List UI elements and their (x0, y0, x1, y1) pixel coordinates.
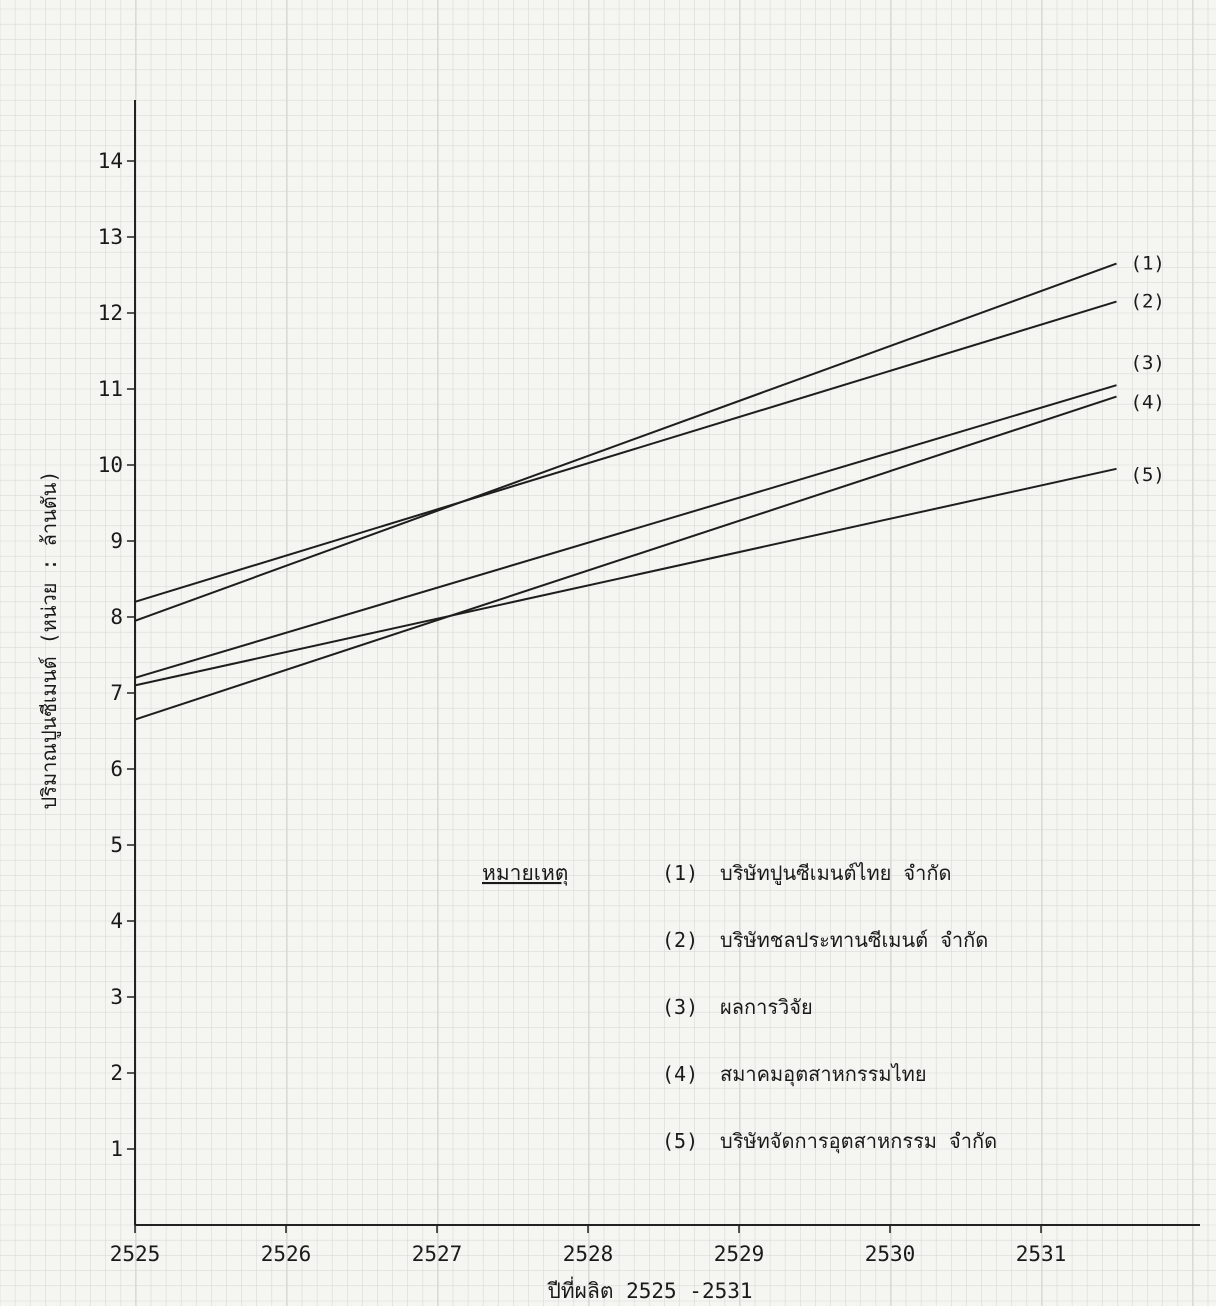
legend-entry-text: บริษัทปูนซีเมนต์ไทย จำกัด (720, 861, 951, 886)
tick-labels: 2525 2526 2527 2528 2529 2530 2531123456789101… (98, 149, 1067, 1266)
y-tick-label: 6 (110, 757, 123, 781)
series-end-label-3: (3) (1131, 352, 1165, 374)
legend-entry-text: บริษัทชลประทานซีเมนต์ จำกัด (720, 928, 988, 952)
legend-entry-text: สมาคมอุตสาหกรรมไทย (720, 1062, 927, 1087)
y-tick-label: 11 (98, 377, 123, 401)
legend: หมายเหตุ (1) บริษัทปูนซีเมนต์ไทย จำกัด (2)… (482, 861, 997, 1154)
legend-entry-text: บริษัทจัดการอุตสาหกรรม จำกัด (720, 1129, 997, 1154)
series-end-label-2: (2) (1131, 291, 1165, 313)
series-line-2 (134, 300, 1117, 603)
legend-entry-text: ผลการวิจัย (720, 995, 813, 1019)
y-axis-title: ปริมาณปูนซีเมนต์ (หน่วย : ล้านตัน) (37, 471, 62, 810)
y-tick-label: 10 (98, 453, 123, 477)
x-tick-label: 2528 (563, 1242, 614, 1266)
y-tick-label: 14 (98, 149, 123, 173)
y-tick-label: 7 (110, 681, 123, 705)
x-tick-label: 2525 (110, 1242, 161, 1266)
y-tick-label: 5 (110, 833, 123, 857)
y-tick-label: 9 (110, 529, 123, 553)
x-tick-label: 2529 (714, 1242, 765, 1266)
y-tick-label: 8 (110, 605, 123, 629)
series-end-label-5: (5) (1131, 464, 1165, 486)
series-labels: (1) (2) (3) (4) (5) (1131, 253, 1165, 486)
legend-entry-number: (2) (662, 928, 698, 952)
series-lines (134, 262, 1117, 721)
x-axis-title: ปีที่ผลิต 2525 -2531 (547, 1276, 753, 1303)
x-tick-label: 2526 (261, 1242, 312, 1266)
series-line-1 (134, 262, 1117, 622)
legend-entry-number: (5) (662, 1129, 698, 1153)
y-tick-label: 4 (110, 909, 123, 933)
series-line-4 (134, 395, 1117, 721)
y-tick-label: 3 (110, 985, 123, 1009)
y-tick-label: 2 (110, 1061, 123, 1085)
y-tick-label: 12 (98, 301, 123, 325)
x-tick-label: 2531 (1016, 1242, 1067, 1266)
y-tick-label: 1 (110, 1137, 123, 1161)
legend-entry-number: (3) (662, 995, 698, 1019)
y-tick-label: 13 (98, 225, 123, 249)
x-tick-label: 2530 (865, 1242, 916, 1266)
series-end-label-4: (4) (1131, 392, 1165, 414)
x-tick-label: 2527 (412, 1242, 463, 1266)
legend-title: หมายเหตุ (482, 861, 568, 886)
series-end-label-1: (1) (1131, 253, 1165, 275)
legend-entry-number: (4) (662, 1062, 698, 1086)
series-line-5 (134, 467, 1117, 687)
series-line-3 (134, 384, 1117, 679)
legend-entry-number: (1) (662, 861, 698, 885)
axes (134, 100, 1200, 1226)
